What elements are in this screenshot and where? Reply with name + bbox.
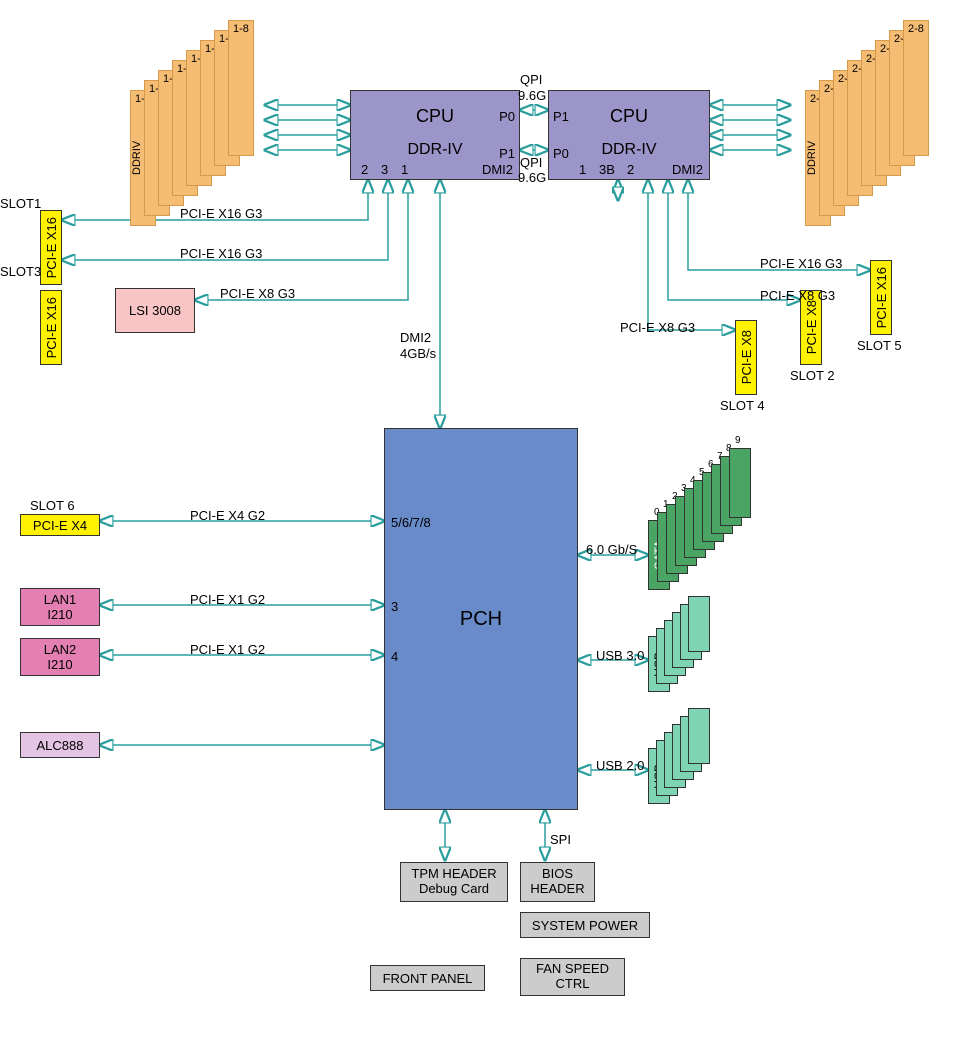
slot3-label: SLOT3 bbox=[0, 264, 41, 279]
pch-title: PCH bbox=[460, 608, 502, 631]
dimm-1-7: 2-8 bbox=[903, 20, 929, 156]
cpu0-p0: P0 bbox=[499, 109, 515, 124]
cpu1-title: CPU bbox=[549, 106, 709, 127]
bus-x1-1: PCI-E X1 G2 bbox=[190, 592, 265, 607]
bios-header: BIOS HEADER bbox=[520, 862, 595, 902]
bios-a: BIOS bbox=[524, 866, 591, 881]
sata-9: 9 bbox=[729, 448, 751, 518]
front-panel: FRONT PANEL bbox=[370, 965, 485, 991]
bus-x4: PCI-E X4 G2 bbox=[190, 508, 265, 523]
alc-txt: ALC888 bbox=[37, 738, 84, 753]
cpu1-n1: 1 bbox=[579, 162, 586, 177]
dmi-speed: 4GB/s bbox=[400, 346, 436, 361]
cpu1-p1: P1 bbox=[553, 109, 569, 124]
lan2-b: I210 bbox=[27, 657, 93, 672]
bus-x1-2: PCI-E X1 G2 bbox=[190, 642, 265, 657]
bus-x16-2: PCI-E X16 G3 bbox=[180, 246, 262, 261]
lsi-txt: LSI 3008 bbox=[129, 303, 181, 318]
usb3-stack-5 bbox=[688, 596, 710, 652]
cpu0-n1: 1 bbox=[401, 162, 408, 177]
slot1-box: PCI-E X16 bbox=[40, 210, 62, 285]
slot6-box: PCI-E X4 bbox=[20, 514, 100, 536]
slot2-txt: PCI-E X8 bbox=[804, 300, 819, 354]
cpu1-n3b: 3B bbox=[599, 162, 615, 177]
slot5-label: SLOT 5 bbox=[857, 338, 902, 353]
slot4-label: SLOT 4 bbox=[720, 398, 765, 413]
bios-b: HEADER bbox=[524, 881, 591, 896]
bus-x8-r2: PCI-E X8 G3 bbox=[620, 320, 695, 335]
dimm-0-7: 1-8 bbox=[228, 20, 254, 156]
slot1-txt: PCI-E X16 bbox=[44, 217, 59, 278]
cpu0-n3: 3 bbox=[381, 162, 388, 177]
lan1-b: I210 bbox=[27, 607, 93, 622]
lan2: LAN2 I210 bbox=[20, 638, 100, 676]
slot5-txt: PCI-E X16 bbox=[874, 267, 889, 328]
alc888: ALC888 bbox=[20, 732, 100, 758]
bus-x8-lsi: PCI-E X8 G3 bbox=[220, 286, 295, 301]
slot4-txt: PCI-E X8 bbox=[739, 330, 754, 384]
slot3-txt: PCI-E X16 bbox=[44, 297, 59, 358]
bus-x16-r: PCI-E X16 G3 bbox=[760, 256, 842, 271]
fan-a: FAN SPEED bbox=[523, 961, 622, 976]
sysp-txt: SYSTEM POWER bbox=[532, 918, 638, 933]
cpu1-sub: DDR-IV bbox=[549, 141, 709, 159]
usb3-lbl: USB 3.0 bbox=[596, 648, 644, 663]
lsi-3008: LSI 3008 bbox=[115, 288, 195, 333]
usb2-lbl: USB 2.0 bbox=[596, 758, 644, 773]
tpm-b: Debug Card bbox=[404, 881, 504, 896]
cpu-0: CPU DDR-IV P0 P1 2 3 1 DMI2 bbox=[350, 90, 520, 180]
lan1: LAN1 I210 bbox=[20, 588, 100, 626]
spi-lbl: SPI bbox=[550, 832, 571, 847]
slot2-label: SLOT 2 bbox=[790, 368, 835, 383]
dmi-lbl: DMI2 bbox=[400, 330, 431, 345]
bus-x16-1: PCI-E X16 G3 bbox=[180, 206, 262, 221]
cpu0-p1: P1 bbox=[499, 146, 515, 161]
slot4-box: PCI-E X8 bbox=[735, 320, 757, 395]
cpu1-dmi: DMI2 bbox=[672, 162, 703, 177]
system-power: SYSTEM POWER bbox=[520, 912, 650, 938]
tpm-a: TPM HEADER bbox=[404, 866, 504, 881]
fan-b: CTRL bbox=[523, 976, 622, 991]
cpu-1: CPU DDR-IV P1 P0 1 3B 2 DMI2 bbox=[548, 90, 710, 180]
pch-3: 3 bbox=[391, 599, 398, 614]
slot5-box: PCI-E X16 bbox=[870, 260, 892, 335]
slot1-label: SLOT1 bbox=[0, 196, 41, 211]
cpu0-dmi: DMI2 bbox=[482, 162, 513, 177]
lan2-a: LAN2 bbox=[27, 642, 93, 657]
pch-5678: 5/6/7/8 bbox=[391, 515, 431, 530]
cpu0-n2: 2 bbox=[361, 162, 368, 177]
sata-speed: 6.0 Gb/S bbox=[586, 542, 637, 557]
qpi-val2: 9.6G bbox=[518, 170, 546, 185]
cpu0-title: CPU bbox=[351, 106, 519, 127]
pch: PCH 5/6/7/8 3 4 bbox=[384, 428, 578, 810]
slot6-label: SLOT 6 bbox=[30, 498, 75, 513]
qpi-top1: QPI bbox=[520, 72, 542, 87]
slot6-txt: PCI-E X4 bbox=[33, 518, 87, 533]
cpu0-sub: DDR-IV bbox=[351, 141, 519, 159]
qpi-top2: QPI bbox=[520, 155, 542, 170]
qpi-val1: 9.6G bbox=[518, 88, 546, 103]
fp-txt: FRONT PANEL bbox=[383, 971, 473, 986]
usb2-stack-5 bbox=[688, 708, 710, 764]
fan-speed: FAN SPEED CTRL bbox=[520, 958, 625, 996]
cpu1-p0: P0 bbox=[553, 146, 569, 161]
pch-4: 4 bbox=[391, 649, 398, 664]
lan1-a: LAN1 bbox=[27, 592, 93, 607]
bus-x8-r1: PCI-E X8 G3 bbox=[760, 288, 835, 303]
cpu1-n2: 2 bbox=[627, 162, 634, 177]
tpm-header: TPM HEADER Debug Card bbox=[400, 862, 508, 902]
slot3-box: PCI-E X16 bbox=[40, 290, 62, 365]
